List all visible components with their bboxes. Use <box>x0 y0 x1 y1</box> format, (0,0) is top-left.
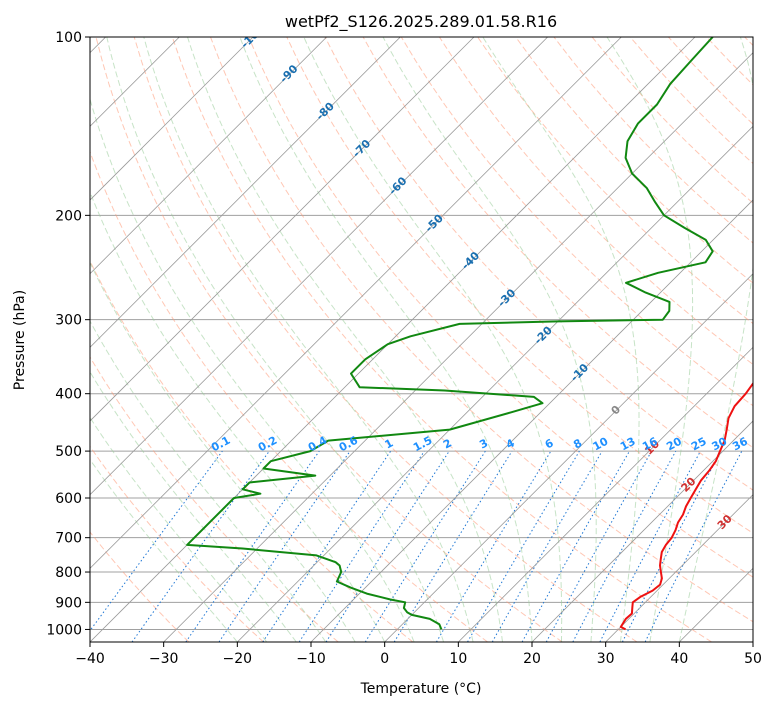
mixing-ratio-line <box>131 450 270 642</box>
moist-adiabat-line <box>239 37 533 642</box>
moist-adiabat-line <box>90 458 238 642</box>
x-tick-label: 0 <box>380 651 389 667</box>
mixing-ratio-line <box>298 450 425 642</box>
y-tick-label: 600 <box>55 491 82 507</box>
dry-adiabat-line <box>90 531 190 642</box>
y-tick-label: 1000 <box>46 622 82 638</box>
isotherm-line <box>605 494 753 642</box>
moist-adiabat-line <box>303 37 563 642</box>
mixing-ratio-lines <box>90 450 743 642</box>
mixing-ratio-label: 13 <box>618 435 638 454</box>
isotherm-line <box>90 37 254 201</box>
moist-adiabat-line <box>143 37 474 642</box>
isotherm-line <box>163 52 753 642</box>
isotherm-line <box>90 37 622 569</box>
dry-adiabat-line <box>400 37 753 407</box>
mixing-ratio-label: 30 <box>710 435 730 454</box>
mixing-ratio-line <box>545 450 653 642</box>
moist-adiabat-line <box>90 416 268 642</box>
moist-adiabat-line <box>482 37 640 642</box>
moist-adiabat-line <box>382 37 597 642</box>
x-tick-label: 30 <box>597 651 615 667</box>
isotherm-line <box>384 273 753 642</box>
isotherm-line <box>310 199 753 642</box>
x-tick-label: −20 <box>223 651 253 667</box>
dry-adiabat-line <box>210 37 753 623</box>
dry-adiabat-line <box>90 445 264 642</box>
dry-adiabat-line <box>438 37 753 366</box>
dewpoint-profile-line <box>186 37 714 630</box>
isotherm-line <box>90 37 327 275</box>
x-tick-label: −40 <box>75 651 105 667</box>
moist-adiabat-line <box>606 37 694 642</box>
isotherm-line <box>237 125 753 642</box>
x-tick-label: −30 <box>149 651 179 667</box>
mixing-ratio-line <box>218 450 351 642</box>
dry-adiabat-line <box>248 37 753 578</box>
mixing-ratio-label: 36 <box>730 435 750 454</box>
dry-adiabat-line <box>90 150 488 642</box>
x-axis-ticks: −40 −30 −20 −10 0 10 20 30 40 50 <box>75 642 762 667</box>
dry-adiabat-line <box>133 37 638 642</box>
dry-adiabat-line <box>171 37 712 642</box>
temperature-profile-line <box>619 381 753 631</box>
isotherm-gridlines <box>90 37 753 642</box>
y-tick-label: 800 <box>55 565 82 581</box>
x-tick-label: −10 <box>296 651 326 667</box>
x-axis-label: Temperature (°C) <box>360 681 482 697</box>
y-tick-label: 200 <box>55 208 82 224</box>
x-tick-label: 50 <box>744 651 762 667</box>
isotherm-line <box>90 37 548 496</box>
y-tick-label: 100 <box>55 30 82 46</box>
isotherm-label: 40 <box>751 549 771 569</box>
y-tick-label: 500 <box>55 444 82 460</box>
y-tick-label: 400 <box>55 387 82 403</box>
mixing-ratio-line <box>572 450 677 642</box>
mixing-ratio-line <box>521 450 630 642</box>
mixing-ratio-label: 25 <box>689 435 709 454</box>
moist-adiabat-line <box>187 37 503 642</box>
sounding-series <box>186 37 753 631</box>
moist-adiabat-line <box>90 261 356 642</box>
isotherm-line <box>458 346 753 642</box>
moist-adiabat-line <box>678 37 753 642</box>
plot-area <box>90 37 753 642</box>
mixing-ratio-label: 10 <box>591 435 611 454</box>
x-tick-label: 20 <box>523 651 541 667</box>
mixing-ratio-line <box>644 450 743 642</box>
chart-title: wetPf2_S126.2025.289.01.58.R16 <box>285 12 557 32</box>
y-axis-ticks: 1000 900 800 700 600 500 400 300 200 100 <box>46 30 90 638</box>
mixing-ratio-line <box>262 450 392 642</box>
plot-frame <box>89 36 754 643</box>
mixing-ratio-line <box>393 450 513 642</box>
mixing-ratio-line <box>325 450 450 642</box>
dry-adiabat-line <box>515 37 753 284</box>
x-tick-label: 40 <box>670 651 688 667</box>
mixing-ratio-label: 16 <box>640 435 660 454</box>
isotherm-line <box>531 420 753 642</box>
y-tick-label: 700 <box>55 531 82 547</box>
moist-adiabat-line <box>90 370 297 642</box>
moist-adiabat-line <box>106 37 445 642</box>
mixing-ratio-line <box>185 450 320 642</box>
dry-adiabat-line <box>95 37 563 642</box>
mixing-ratio-label: 20 <box>664 435 684 454</box>
mixing-ratio-line <box>90 450 223 632</box>
isotherm-line <box>90 37 475 422</box>
isobar-gridlines <box>90 37 753 630</box>
moist-adiabat-line <box>90 190 386 642</box>
isotherm-line <box>90 37 401 348</box>
y-axis-label: Pressure (hPa) <box>12 290 28 390</box>
y-tick-label: 300 <box>55 313 82 329</box>
x-tick-label: 10 <box>449 651 467 667</box>
y-tick-label: 900 <box>55 595 82 611</box>
dry-adiabat-line <box>90 356 339 642</box>
